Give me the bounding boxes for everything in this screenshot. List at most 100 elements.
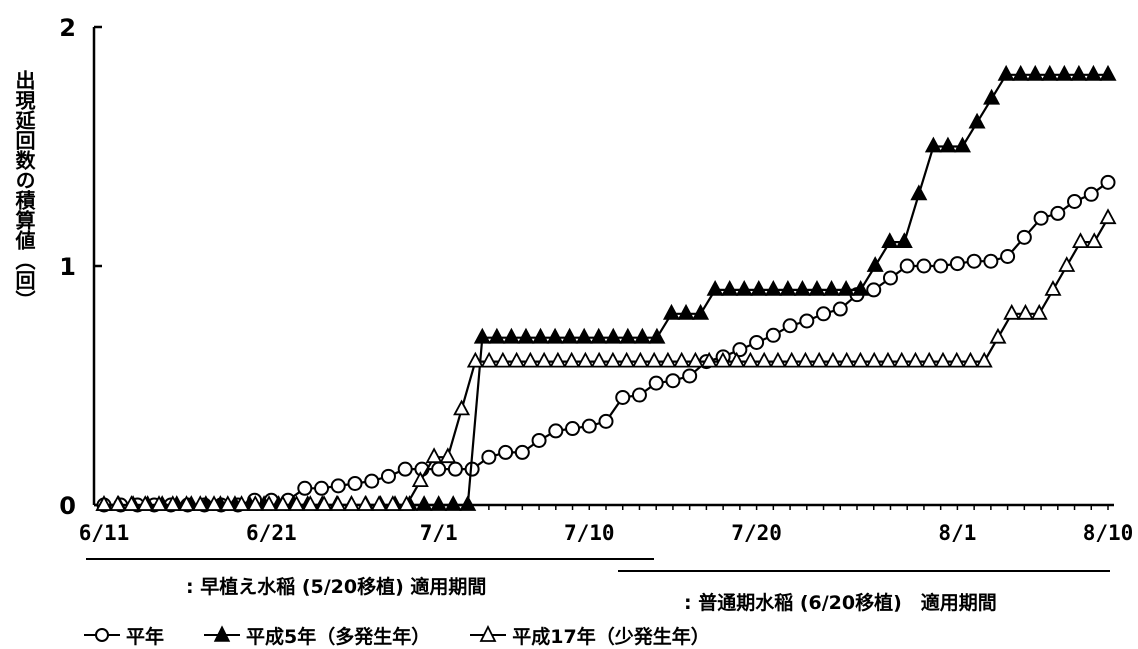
x-tick-label: 7/1	[420, 521, 458, 545]
series-1	[96, 174, 1116, 513]
data-point	[1058, 256, 1076, 272]
x-tick-label: 6/11	[79, 521, 130, 545]
data-point	[329, 495, 347, 511]
data-point	[1026, 64, 1044, 81]
y-axis-label: 出現延回数の積算値（回）	[12, 70, 36, 310]
data-point	[356, 495, 374, 511]
data-point	[473, 327, 491, 344]
data-point	[444, 495, 462, 511]
y-tick-label: 0	[59, 492, 76, 520]
normal-period-line	[618, 570, 1110, 572]
data-point	[662, 303, 680, 320]
data-point	[851, 351, 869, 368]
data-point	[933, 258, 949, 274]
data-point	[823, 280, 841, 296]
data-point	[481, 449, 497, 465]
data-point	[893, 351, 911, 368]
data-point	[1055, 64, 1073, 81]
data-point	[604, 351, 622, 368]
data-point	[966, 253, 982, 269]
data-point	[288, 495, 306, 511]
data-point	[314, 480, 330, 496]
legend-item-heinen: 平年	[84, 622, 164, 649]
data-point	[380, 468, 396, 484]
data-point	[721, 280, 739, 296]
data-point	[531, 432, 547, 448]
data-point	[430, 495, 448, 511]
data-point	[939, 136, 957, 153]
data-point	[604, 327, 622, 344]
data-point	[297, 480, 313, 496]
data-point	[706, 280, 724, 296]
legend-item-h17: 平成17年（少発生年）	[470, 622, 710, 649]
data-point	[1033, 210, 1049, 226]
data-point	[411, 471, 429, 488]
data-point	[755, 351, 773, 368]
data-point	[882, 270, 898, 286]
data-point	[808, 280, 826, 296]
data-point	[502, 327, 520, 344]
data-point	[164, 495, 182, 511]
data-point	[741, 351, 759, 368]
data-point	[618, 351, 636, 368]
data-point	[535, 351, 553, 368]
data-point	[301, 495, 319, 511]
data-point	[576, 351, 594, 368]
data-point	[347, 475, 363, 491]
data-point	[895, 232, 913, 249]
data-point	[1016, 303, 1034, 320]
series-line	[104, 181, 1109, 507]
data-point	[783, 351, 801, 368]
data-point	[975, 351, 993, 368]
data-point	[1083, 186, 1099, 202]
data-point	[837, 280, 855, 296]
data-point	[866, 256, 884, 272]
data-point	[561, 327, 579, 344]
legend-item-h5: 平成5年（多発生年）	[204, 622, 430, 649]
data-point	[364, 473, 380, 489]
data-point	[233, 495, 251, 511]
data-point	[494, 351, 512, 368]
data-point	[1070, 64, 1088, 81]
data-point	[750, 280, 768, 296]
data-point	[793, 280, 811, 296]
data-point	[645, 351, 663, 368]
data-point	[648, 327, 666, 344]
data-point	[246, 495, 264, 511]
data-point	[769, 351, 787, 368]
data-point	[398, 495, 416, 511]
data-point	[866, 282, 882, 298]
data-point	[1085, 232, 1103, 249]
data-point	[728, 351, 746, 368]
data-point	[619, 327, 637, 344]
data-point	[459, 495, 477, 511]
series-2	[95, 64, 1117, 511]
data-point	[983, 88, 1001, 105]
data-point	[924, 136, 942, 153]
data-point	[453, 399, 471, 416]
legend-label-h17: 平成17年（少発生年）	[512, 625, 710, 648]
data-point	[590, 327, 608, 344]
data-point	[565, 421, 581, 437]
data-point	[948, 351, 966, 368]
data-point	[274, 495, 292, 511]
data-point	[764, 280, 782, 296]
chart-series	[95, 64, 1117, 513]
early-period-label: : 早植え水稲 (5/20移植) 適用期間	[186, 576, 487, 598]
data-point	[548, 423, 564, 439]
data-point	[546, 327, 564, 344]
data-point	[136, 495, 154, 511]
data-point	[765, 327, 781, 343]
data-point	[934, 351, 952, 368]
data-point	[865, 351, 883, 368]
data-point	[219, 495, 237, 511]
y-tick-label: 1	[59, 253, 76, 281]
data-point	[615, 389, 631, 405]
data-point	[508, 351, 526, 368]
chart-plot: 0 1 2 6/11 6/21 7/1 7/10 7/20 8/1 8/10	[59, 14, 1133, 545]
data-point	[916, 258, 932, 274]
data-point	[799, 313, 815, 329]
data-point	[123, 495, 141, 511]
data-point	[431, 461, 447, 477]
data-point	[1099, 64, 1117, 81]
